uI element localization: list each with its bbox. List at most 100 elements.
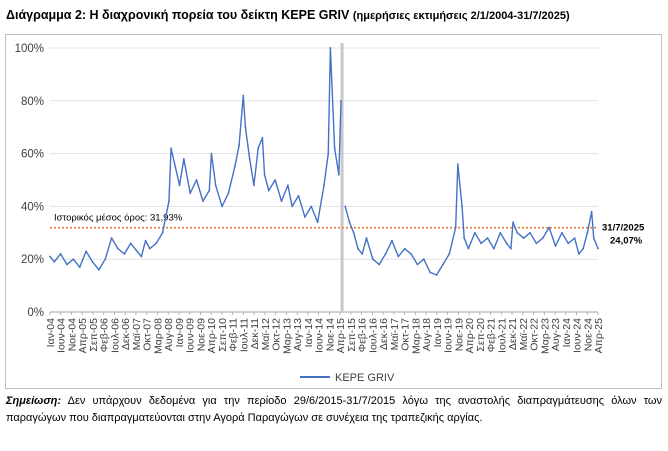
x-tick-label: Αυγ-08 xyxy=(163,318,175,351)
data-point xyxy=(422,258,425,261)
data-point xyxy=(554,245,557,247)
data-point xyxy=(480,242,483,245)
data-point xyxy=(208,189,211,192)
data-point xyxy=(261,136,264,139)
note-text: Δεν υπάρχουν δεδομένα για την περίοδο 29… xyxy=(6,395,662,424)
data-point xyxy=(505,242,508,245)
x-tick-label: Απρ-10 xyxy=(206,318,218,354)
x-tick-label: Μαρ-13 xyxy=(281,318,293,354)
data-point xyxy=(590,210,593,213)
data-point xyxy=(592,237,595,239)
series-line-segment-2 xyxy=(344,163,599,276)
x-tick-label: Φεβ-21 xyxy=(486,318,498,352)
data-point xyxy=(529,231,531,234)
data-point xyxy=(510,247,512,250)
data-point xyxy=(136,250,138,253)
data-point xyxy=(344,205,347,208)
data-point xyxy=(291,205,294,208)
data-point xyxy=(274,179,277,181)
x-tick-label: Νοε-19 xyxy=(453,318,465,351)
data-point xyxy=(416,263,419,266)
x-tick-label: Οκτ-12 xyxy=(271,318,283,351)
x-tick-label: Δεκ-11 xyxy=(249,318,261,350)
data-point xyxy=(378,263,381,266)
chart-note: Σημείωση: Δεν υπάρχουν δεδομένα για την … xyxy=(6,393,662,427)
x-tick-label: Μαϊ-07 xyxy=(131,318,143,350)
legend-label: ΚΕΡΕ GRIV xyxy=(335,372,395,384)
x-tick-label: Απρ-15 xyxy=(335,318,347,354)
x-tick-label: Ιουλ-21 xyxy=(496,318,508,353)
x-tick-label: Αυγ-13 xyxy=(292,318,304,351)
x-tick-label: Ιαν-04 xyxy=(45,318,57,348)
data-point xyxy=(541,237,544,239)
x-tick-label: Νοε-14 xyxy=(324,318,336,351)
data-point xyxy=(161,231,164,234)
x-tick-label: Δεκ-21 xyxy=(507,318,519,350)
data-point xyxy=(53,260,56,263)
x-tick-label: Ιουν-04 xyxy=(56,318,68,353)
data-point xyxy=(499,231,502,234)
x-tick-label: Απρ-25 xyxy=(593,318,605,354)
y-tick-label: 80% xyxy=(21,96,44,108)
x-tick-label: Ιουλ-16 xyxy=(367,318,379,353)
x-tick-label: Σεπ-15 xyxy=(346,318,358,352)
data-point xyxy=(97,268,100,271)
data-point xyxy=(473,231,476,234)
end-value-label: 24,07% xyxy=(610,236,643,247)
data-point xyxy=(454,226,457,229)
data-point xyxy=(66,263,68,266)
x-tick-label: Σεπ-05 xyxy=(88,318,100,352)
data-point xyxy=(117,247,119,250)
data-point xyxy=(371,258,374,261)
data-point xyxy=(174,165,177,168)
data-point xyxy=(461,205,463,208)
x-tick-label: Δεκ-16 xyxy=(378,318,390,350)
note-label: Σημείωση: xyxy=(6,395,62,407)
data-point xyxy=(303,216,306,218)
data-point xyxy=(352,231,355,234)
data-point xyxy=(548,226,551,229)
data-point xyxy=(361,253,364,255)
x-tick-label: Νοε-09 xyxy=(195,318,207,351)
data-point xyxy=(144,239,147,242)
data-point xyxy=(442,263,444,266)
x-tick-label: Ιαν-24 xyxy=(561,318,573,348)
data-point xyxy=(586,231,589,234)
data-point xyxy=(195,179,198,181)
data-point xyxy=(242,94,245,97)
data-point xyxy=(104,258,107,261)
data-point xyxy=(248,157,251,160)
data-point xyxy=(244,126,247,129)
data-point xyxy=(512,221,514,224)
data-point xyxy=(110,237,113,239)
data-point xyxy=(140,255,143,258)
data-point xyxy=(403,247,406,250)
x-tick-label: Ιουν-09 xyxy=(185,318,197,353)
data-point xyxy=(182,157,185,160)
x-tick-label: Σεπ-10 xyxy=(217,318,229,352)
data-point xyxy=(577,253,580,255)
data-point xyxy=(327,152,330,155)
data-point xyxy=(516,231,519,234)
data-point xyxy=(384,253,387,255)
data-point xyxy=(78,266,81,269)
data-point xyxy=(263,173,266,176)
data-point xyxy=(310,205,313,208)
data-point xyxy=(280,200,283,203)
series-line-segment-1 xyxy=(49,47,342,271)
x-tick-label: Απρ-20 xyxy=(464,318,476,354)
end-date-label: 31/7/2025 xyxy=(602,223,645,234)
y-tick-label: 60% xyxy=(21,149,44,161)
chart-title-main: Διάγραμμα 2: Η διαχρονική πορεία του δεί… xyxy=(6,8,350,22)
data-point xyxy=(238,144,240,147)
x-tick-label: Φεβ-11 xyxy=(228,318,240,352)
data-point xyxy=(168,200,170,203)
x-tick-label: Μαρ-18 xyxy=(410,318,422,354)
data-point xyxy=(467,247,470,250)
data-point xyxy=(348,221,351,224)
data-point xyxy=(493,247,495,250)
x-tick-label: Μαϊ-12 xyxy=(260,318,272,350)
data-point xyxy=(202,200,204,203)
data-point xyxy=(429,271,432,274)
